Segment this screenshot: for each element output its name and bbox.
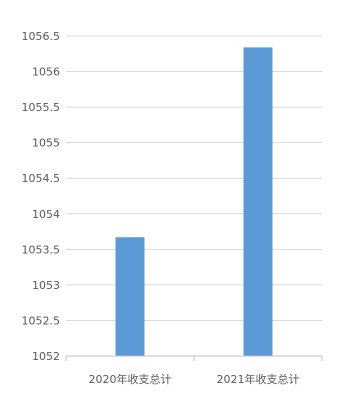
- y-tick-label: 1055: [32, 137, 60, 150]
- y-tick-label: 1053: [32, 279, 60, 292]
- y-tick-label: 1053.5: [22, 243, 61, 256]
- y-tick-label: 1056: [32, 66, 60, 79]
- y-axis-tick-labels: 1052 1052.5 1053 1053.5 1054 1054.5 1055 1055.5…: [22, 30, 61, 363]
- x-axis-category-labels: 2020年收支总计 2021年收支总计: [89, 372, 300, 386]
- bar-series: [115, 47, 273, 356]
- x-axis: [65, 355, 323, 361]
- y-tick-label: 1054.5: [22, 172, 61, 185]
- y-tick-label: 1052.5: [22, 314, 61, 327]
- x-category-label: 2020年收支总计: [89, 372, 172, 386]
- x-category-label: 2021年收支总计: [217, 372, 300, 386]
- y-tick-label: 1055.5: [22, 101, 61, 114]
- bar: [115, 237, 145, 356]
- bar: [243, 47, 273, 356]
- gridlines: [66, 35, 322, 357]
- y-tick-label: 1056.5: [22, 30, 61, 43]
- y-tick-label: 1054: [32, 208, 60, 221]
- y-tick-label: 1052: [32, 350, 60, 363]
